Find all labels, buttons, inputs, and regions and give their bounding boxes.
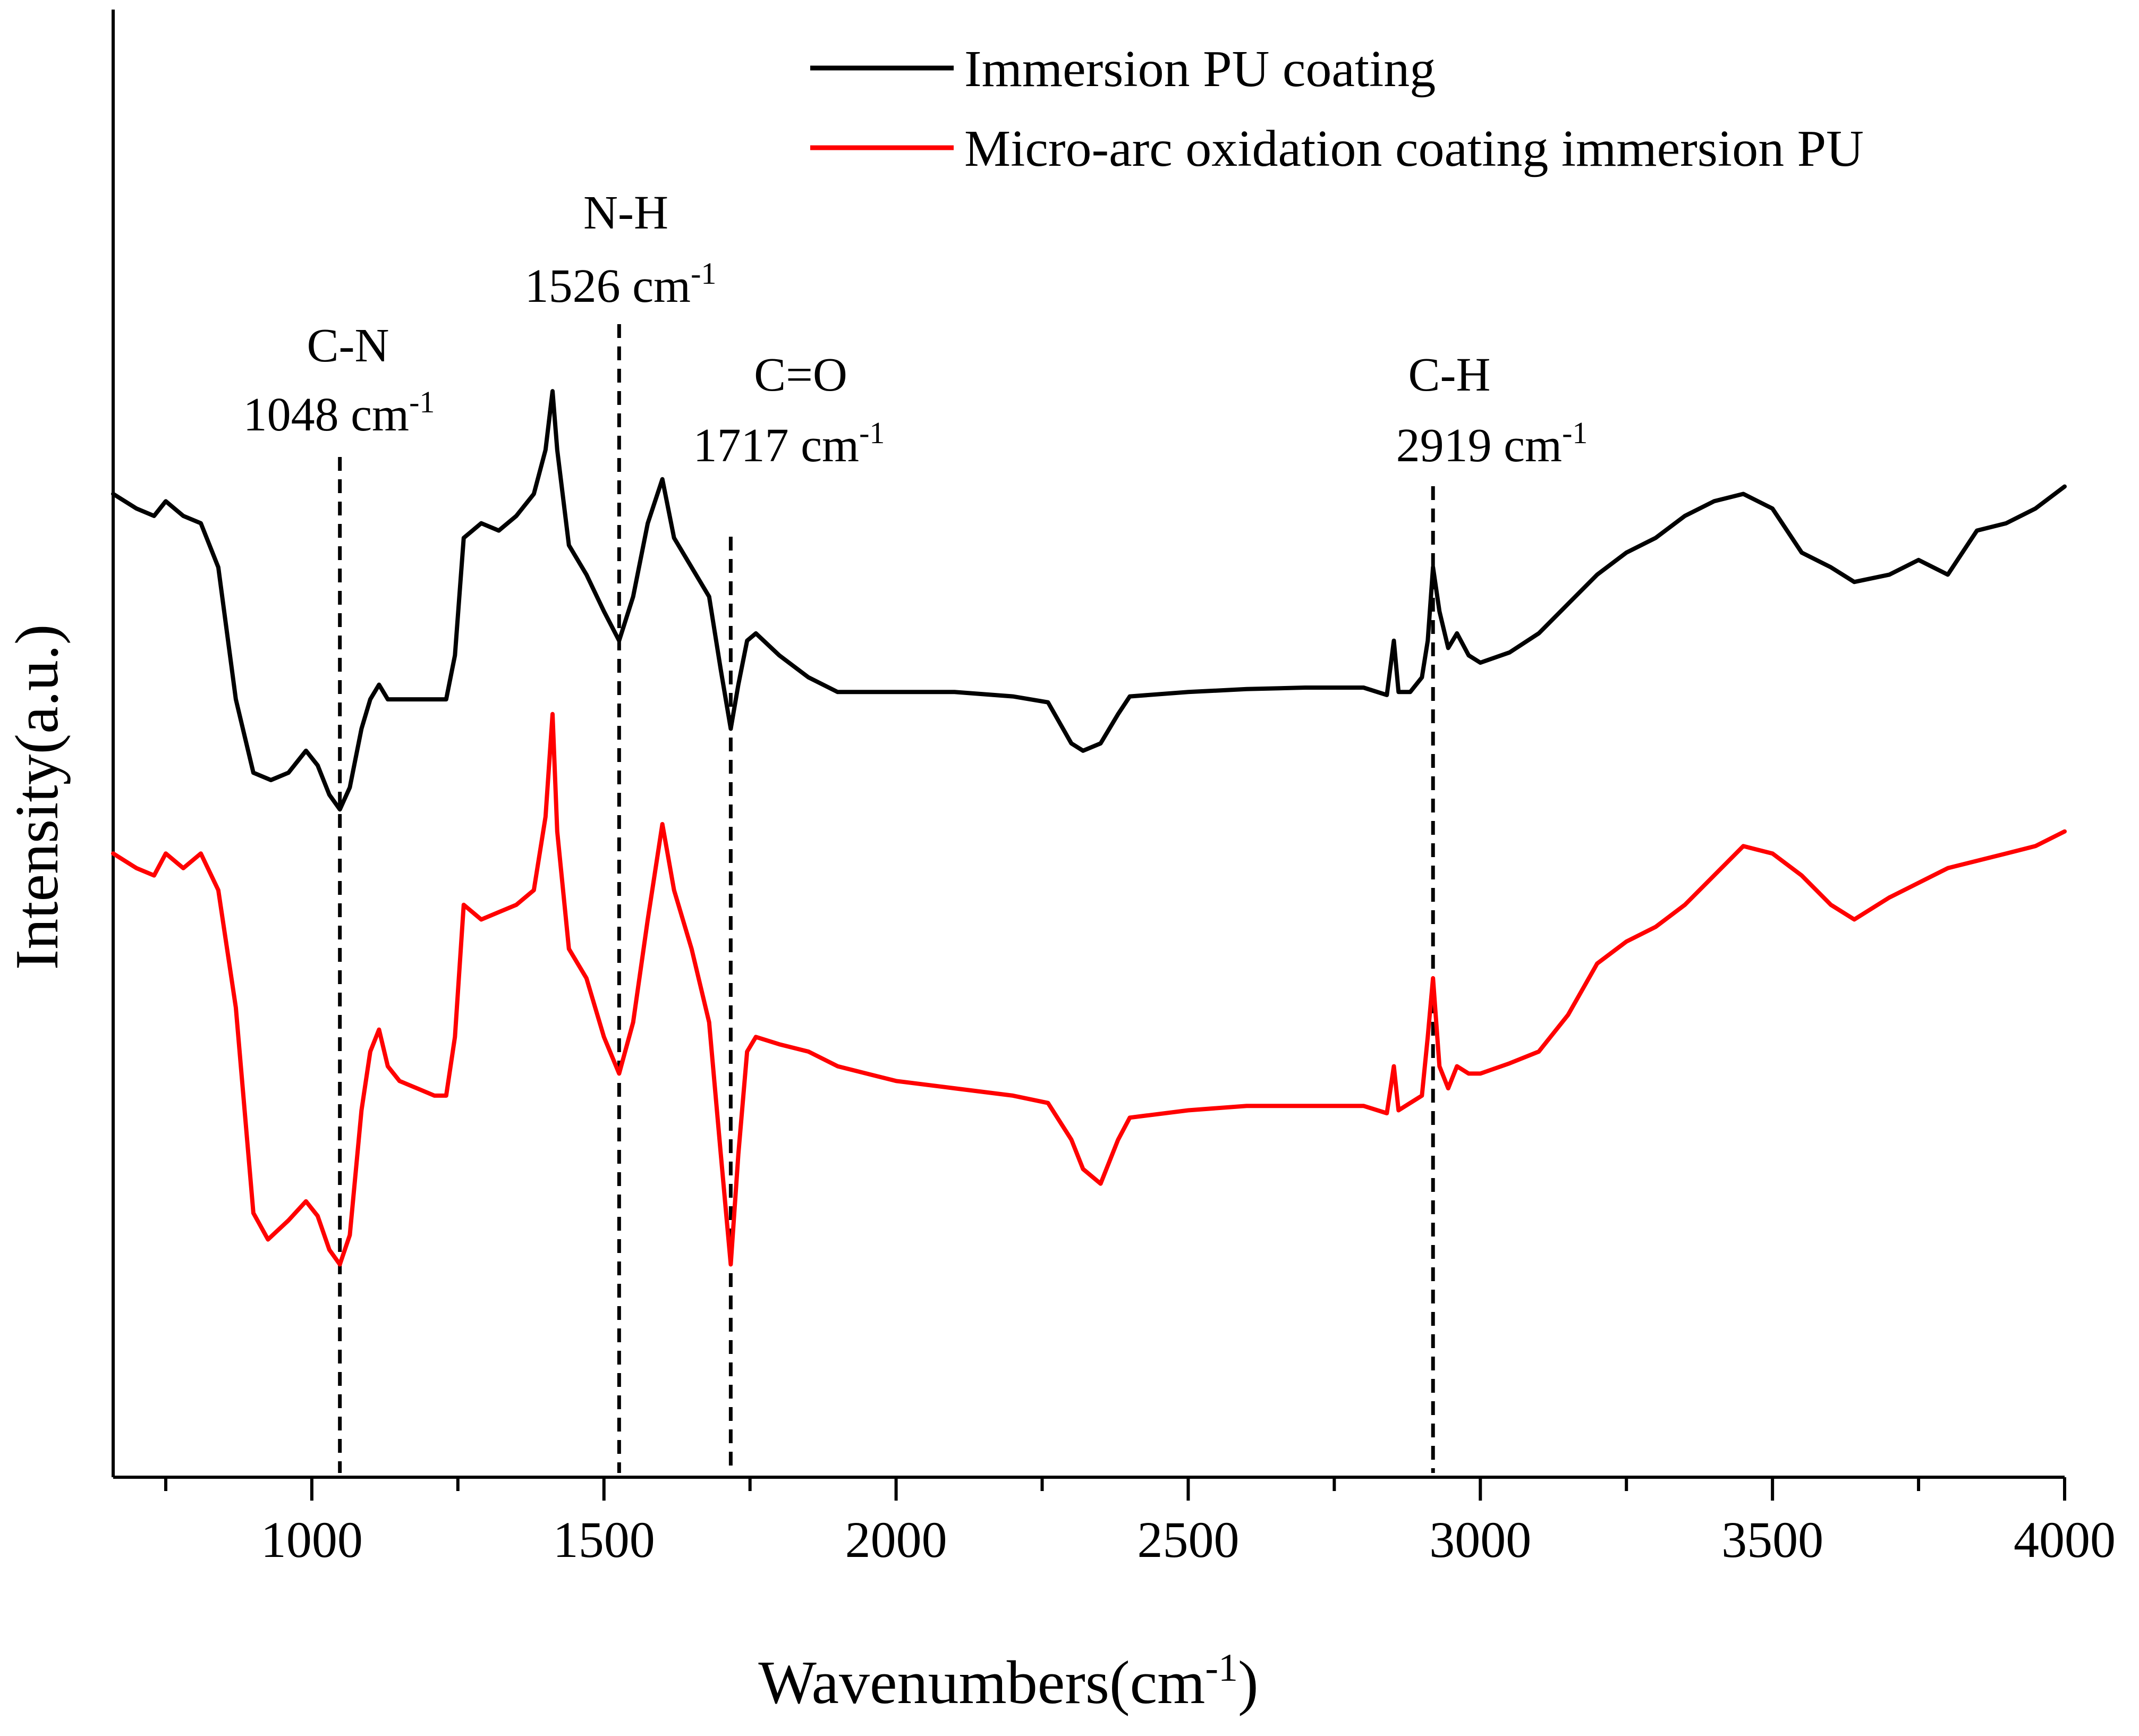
legend-label-immersion-pu: Immersion PU coating <box>964 40 1436 98</box>
x-tick-label-3000: 3000 <box>1429 1511 1531 1568</box>
annotation-labels: C-N 1048 cm-1 N-H 1526 cm-1 C=O 1717 cm-… <box>243 187 1588 472</box>
annotation-value-n-h: 1526 cm-1 <box>525 256 717 312</box>
x-tick-label-1500: 1500 <box>553 1511 655 1568</box>
series-line-micro-arc-oxidation-pu <box>111 712 2067 1267</box>
x-axis-ticks <box>164 1477 2066 1501</box>
x-tick-label-4000: 4000 <box>2014 1511 2116 1568</box>
annotation-label-n-h: N-H <box>583 187 668 239</box>
x-tick-label-2000: 2000 <box>845 1511 947 1568</box>
legend-label-micro-arc: Micro-arc oxidation coating immersion PU <box>964 120 1864 177</box>
series-layer <box>111 389 2067 1267</box>
x-axis-tick-labels: 1000 1500 2000 2500 3000 3500 4000 <box>261 1511 2116 1568</box>
x-tick-label-3500: 3500 <box>1721 1511 1823 1568</box>
annotation-value-c-h: 2919 cm-1 <box>1396 416 1588 472</box>
annotation-label-c-o: C=O <box>754 349 847 401</box>
annotation-label-c-n: C-N <box>307 319 389 372</box>
x-tick-label-2500: 2500 <box>1137 1511 1239 1568</box>
annotation-value-c-o: 1717 cm-1 <box>693 416 885 472</box>
legend: Immersion PU coating Micro-arc oxidation… <box>810 40 1864 177</box>
x-axis-title: Wavenumbers(cm-1) <box>758 1646 1258 1717</box>
annotation-label-c-h: C-H <box>1408 349 1491 401</box>
annotation-value-c-n: 1048 cm-1 <box>243 385 435 441</box>
series-line-immersion-pu <box>111 389 2067 812</box>
x-tick-label-1000: 1000 <box>261 1511 363 1568</box>
y-axis-title: Intensity(a.u.) <box>3 624 71 970</box>
